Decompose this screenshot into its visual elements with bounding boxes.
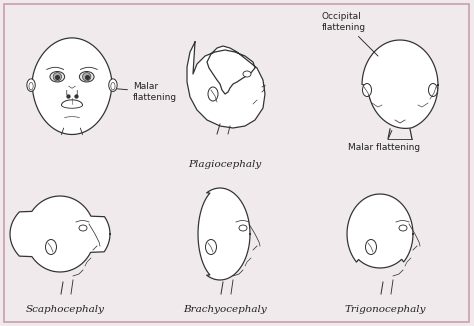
Ellipse shape <box>53 73 62 81</box>
Text: Trigonocephaly: Trigonocephaly <box>344 305 426 314</box>
Text: Brachyocephaly: Brachyocephaly <box>183 305 267 314</box>
Ellipse shape <box>428 83 438 96</box>
Polygon shape <box>198 188 250 280</box>
Ellipse shape <box>29 82 33 90</box>
Polygon shape <box>347 194 413 268</box>
Ellipse shape <box>363 83 372 96</box>
Text: Malar
flattening: Malar flattening <box>110 82 177 102</box>
Polygon shape <box>362 40 438 128</box>
Ellipse shape <box>208 87 218 101</box>
Ellipse shape <box>109 79 117 92</box>
Ellipse shape <box>46 240 56 255</box>
Text: Malar flattening: Malar flattening <box>348 130 420 153</box>
Polygon shape <box>32 38 112 135</box>
Ellipse shape <box>111 82 115 90</box>
FancyBboxPatch shape <box>4 4 469 322</box>
Ellipse shape <box>79 225 87 231</box>
Text: Plagiocephaly: Plagiocephaly <box>188 160 262 169</box>
Text: Occipital
flattening: Occipital flattening <box>322 12 378 56</box>
Ellipse shape <box>27 79 35 92</box>
Text: Scaphocephaly: Scaphocephaly <box>26 305 104 314</box>
Ellipse shape <box>365 240 376 255</box>
Ellipse shape <box>82 73 91 81</box>
Ellipse shape <box>79 71 94 82</box>
Ellipse shape <box>206 240 217 255</box>
Ellipse shape <box>50 71 64 82</box>
Ellipse shape <box>243 71 251 77</box>
Ellipse shape <box>239 225 247 231</box>
Polygon shape <box>187 42 265 128</box>
Polygon shape <box>10 196 110 272</box>
Ellipse shape <box>399 225 407 231</box>
